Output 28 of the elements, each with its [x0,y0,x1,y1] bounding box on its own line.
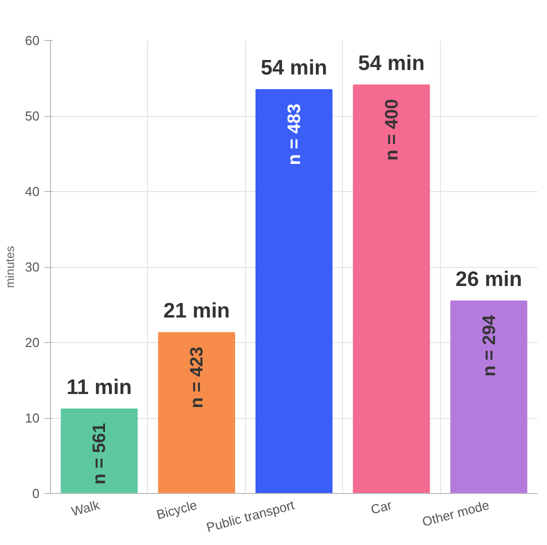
data-label: 26 min [456,268,522,291]
x-tick-label: Public transport [204,497,296,535]
x-tick-label: Walk [70,497,102,520]
y-tick-label: 10 [25,410,40,426]
y-tick-label: 30 [25,260,40,274]
y-axis-title: minutes [3,246,18,288]
y-tick-label: 0 [32,486,40,501]
data-label: 54 min [260,56,328,80]
bar [158,332,236,494]
y-tick-label: 60 [25,33,40,48]
data-label: 21 min [163,300,230,323]
annotation: n = 483 [284,104,304,166]
annotation: n = 400 [381,99,402,161]
annotation: n = 423 [186,346,207,408]
bar [256,89,332,494]
bar [352,84,430,494]
annotation: n = 294 [478,314,499,377]
y-tick-label: 40 [25,184,40,199]
bar [60,408,138,494]
data-label: 54 min [358,52,425,76]
x-tick-label: Other mode [420,497,491,530]
y-tick-label: 20 [25,335,40,350]
y-tick-label: 50 [25,108,40,124]
x-tick-label: Car [369,497,394,518]
annotation: n = 561 [89,422,110,484]
bar [450,300,528,494]
data-label: 11 min [66,376,132,399]
x-tick-label: Bicycle [154,497,199,522]
